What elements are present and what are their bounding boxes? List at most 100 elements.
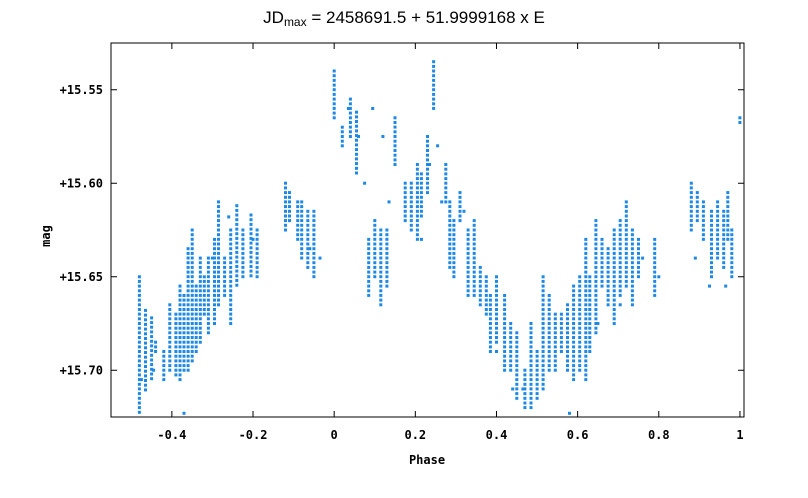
data-point (495, 340, 498, 344)
data-point (178, 378, 182, 382)
data-point (137, 396, 141, 400)
data-point (594, 237, 598, 241)
data-point (144, 383, 147, 387)
data-point (144, 379, 147, 382)
data-point (229, 275, 233, 279)
data-point (448, 237, 452, 241)
data-point (716, 247, 720, 251)
data-point (716, 237, 720, 241)
data-point (288, 191, 291, 195)
data-point (458, 205, 462, 209)
data-point (241, 228, 245, 232)
data-point (547, 331, 551, 335)
data-point (367, 247, 371, 251)
data-point (452, 265, 456, 269)
data-point (503, 364, 507, 368)
data-point (472, 247, 476, 251)
data-point (466, 251, 470, 255)
data-point (367, 279, 371, 283)
data-point (312, 256, 316, 260)
data-point (174, 317, 178, 321)
data-point (217, 228, 220, 232)
data-point (630, 284, 634, 288)
data-point (515, 336, 519, 339)
data-point (600, 270, 604, 274)
data-point (529, 401, 533, 405)
data-point (379, 275, 383, 279)
data-point (716, 251, 720, 255)
data-point (137, 373, 141, 377)
data-point (472, 261, 476, 265)
data-point (653, 275, 657, 279)
data-point (137, 289, 141, 293)
data-point (509, 326, 513, 330)
data-point (213, 256, 216, 260)
data-point (229, 322, 233, 325)
data-point (612, 317, 616, 321)
data-point (448, 261, 452, 265)
data-point (578, 359, 582, 363)
data-point (300, 228, 304, 232)
data-point (624, 233, 628, 237)
data-point (529, 364, 533, 368)
data-point (296, 205, 300, 209)
data-point (653, 261, 657, 265)
data-point (174, 336, 178, 339)
data-point (373, 256, 377, 260)
data-point (710, 265, 713, 269)
data-point (206, 289, 210, 293)
data-point (150, 353, 154, 357)
data-point (223, 265, 227, 269)
data-point (367, 256, 371, 260)
data-point (584, 261, 588, 265)
data-point (624, 200, 628, 204)
data-point (249, 236, 253, 240)
data-point (373, 233, 377, 237)
data-point (186, 322, 190, 325)
data-point (484, 308, 488, 311)
data-point (566, 364, 569, 368)
data-point (223, 284, 227, 288)
data-point (186, 364, 190, 368)
data-point (178, 350, 182, 353)
data-point (541, 308, 545, 311)
data-point (503, 322, 507, 325)
data-point (578, 322, 582, 325)
data-point (419, 214, 423, 218)
data-point (340, 130, 344, 134)
data-point (409, 214, 413, 218)
data-point (255, 261, 259, 265)
data-point (515, 350, 519, 353)
data-point (144, 346, 147, 350)
data-point (594, 279, 598, 283)
data-point (612, 298, 616, 302)
data-point (612, 270, 616, 274)
data-point (624, 219, 628, 223)
data-point (478, 279, 482, 283)
data-point (150, 372, 154, 376)
data-point (255, 270, 259, 274)
data-point (198, 289, 202, 293)
data-point (584, 279, 588, 283)
data-point (415, 214, 419, 218)
data-point (284, 219, 287, 223)
data-point (695, 219, 699, 223)
data-point (523, 406, 527, 410)
title-rest: = 2458691.5 + 51.9999168 x E (306, 8, 545, 27)
data-point (716, 200, 720, 204)
data-point (186, 354, 190, 358)
data-point (229, 303, 233, 307)
data-point (190, 345, 194, 349)
data-point (168, 350, 172, 353)
data-point (393, 158, 397, 162)
data-point (559, 350, 563, 353)
data-point (190, 284, 194, 288)
data-point (174, 322, 178, 325)
data-point (306, 219, 310, 223)
data-point (415, 172, 419, 176)
data-point (653, 293, 657, 297)
data-point (730, 247, 734, 251)
data-point (194, 322, 198, 325)
data-point (432, 102, 436, 106)
data-point (444, 167, 448, 171)
